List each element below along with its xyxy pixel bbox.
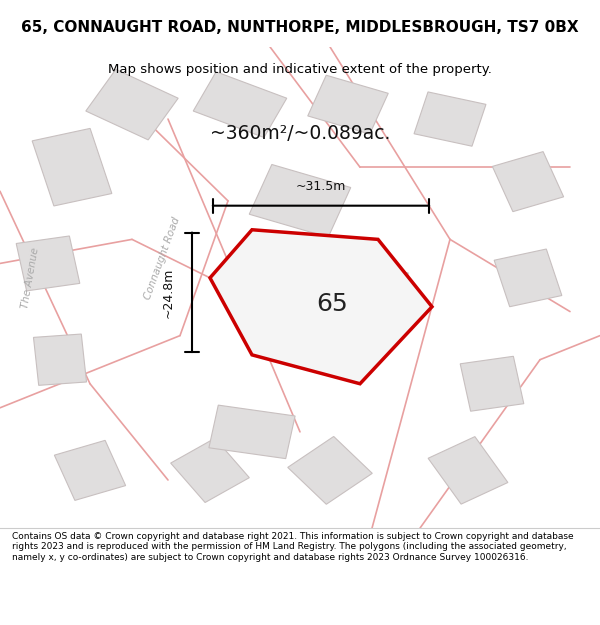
Text: Contains OS data © Crown copyright and database right 2021. This information is : Contains OS data © Crown copyright and d… (12, 532, 574, 562)
Polygon shape (55, 441, 125, 501)
Polygon shape (16, 236, 80, 291)
Text: ~360m²/~0.089ac.: ~360m²/~0.089ac. (210, 124, 390, 143)
Polygon shape (493, 152, 563, 212)
Polygon shape (414, 92, 486, 146)
Polygon shape (193, 72, 287, 138)
Polygon shape (288, 436, 372, 504)
Text: 65, CONNAUGHT ROAD, NUNTHORPE, MIDDLESBROUGH, TS7 0BX: 65, CONNAUGHT ROAD, NUNTHORPE, MIDDLESBR… (21, 19, 579, 34)
Polygon shape (311, 256, 409, 319)
Polygon shape (494, 249, 562, 307)
Polygon shape (34, 334, 86, 386)
Text: Connaught Road: Connaught Road (142, 216, 182, 301)
Text: 65: 65 (316, 291, 348, 316)
Polygon shape (170, 438, 250, 503)
Polygon shape (86, 69, 178, 140)
Text: ~24.8m: ~24.8m (161, 267, 175, 318)
Polygon shape (308, 75, 388, 134)
Polygon shape (32, 128, 112, 206)
Polygon shape (428, 437, 508, 504)
Polygon shape (249, 164, 351, 238)
Text: The Avenue: The Avenue (20, 246, 40, 309)
Polygon shape (460, 356, 524, 411)
Text: Map shows position and indicative extent of the property.: Map shows position and indicative extent… (108, 63, 492, 76)
Polygon shape (210, 230, 432, 384)
Polygon shape (209, 405, 295, 459)
Text: ~31.5m: ~31.5m (296, 180, 346, 193)
